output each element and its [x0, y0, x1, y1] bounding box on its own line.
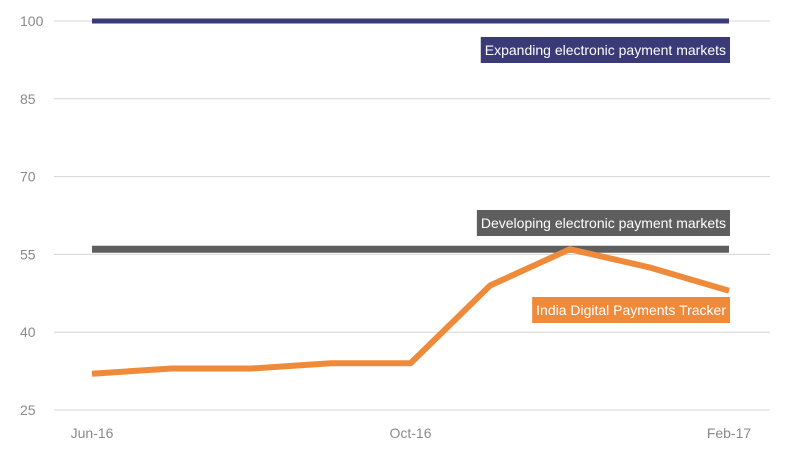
expanding-markets-label-background [480, 37, 730, 63]
y-tick-label: 70 [20, 169, 36, 185]
y-tick-label: 85 [20, 91, 36, 107]
expanding-markets-label: Expanding electronic payment markets [480, 37, 730, 63]
india-tracker-line [91, 246, 730, 377]
series-labels: Expanding electronic payment markets Deve… [476, 37, 730, 323]
y-tick-label: 40 [20, 324, 36, 340]
series-lines [91, 18, 730, 377]
developing-markets-label-background [476, 210, 730, 236]
x-tick-label: Oct-16 [389, 425, 431, 441]
x-axis: Jun-16 Oct-16 Feb-17 [71, 425, 752, 441]
y-tick-label: 25 [20, 402, 36, 418]
x-tick-label: Jun-16 [71, 425, 114, 441]
x-tick-label: Feb-17 [707, 425, 752, 441]
india-tracker-label-background [532, 297, 730, 323]
developing-markets-label-text: Developing electronic payment markets [481, 215, 726, 231]
india-tracker-label: India Digital Payments Tracker [532, 297, 730, 323]
developing-markets-label: Developing electronic payment markets [476, 210, 730, 236]
y-tick-label: 55 [20, 246, 36, 262]
india-tracker-label-text: India Digital Payments Tracker [536, 302, 726, 318]
expanding-markets-label-text: Expanding electronic payment markets [485, 42, 726, 58]
y-axis: 100 85 70 55 40 25 [20, 13, 44, 418]
y-tick-label: 100 [20, 13, 44, 29]
